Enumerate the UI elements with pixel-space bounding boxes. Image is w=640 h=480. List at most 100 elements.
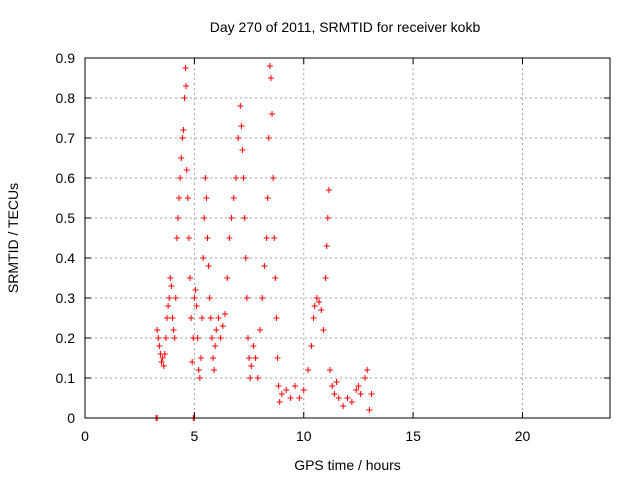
- y-axis-label: SRMTID / TECUs: [5, 183, 21, 293]
- data-point: [310, 315, 317, 321]
- data-point: [265, 135, 272, 141]
- data-point: [194, 335, 201, 341]
- data-point: [340, 403, 347, 409]
- data-point: [292, 383, 298, 389]
- data-point: [201, 215, 208, 221]
- data-point: [240, 175, 247, 181]
- y-tick-label: 0.9: [56, 50, 76, 66]
- data-point: [196, 375, 203, 381]
- data-point: [325, 187, 332, 193]
- data-point: [235, 135, 242, 141]
- data-point: [320, 327, 327, 333]
- data-point: [316, 299, 323, 305]
- data-point: [275, 383, 282, 389]
- x-tick-label: 5: [190, 428, 198, 444]
- data-point: [327, 367, 333, 373]
- data-point: [344, 395, 351, 401]
- data-point: [257, 327, 263, 333]
- data-point: [226, 235, 233, 241]
- data-point: [202, 175, 209, 181]
- axis-ticks: 0 0.1 0.2 0.3 0.4 0.5 0.6 0.7 0.8 0.9 0 5 10 15 20: [56, 50, 610, 444]
- data-point: [272, 275, 279, 281]
- data-point: [200, 255, 207, 261]
- data-point: [329, 383, 336, 389]
- data-point: [170, 327, 177, 333]
- data-point: [353, 387, 360, 393]
- data-point: [167, 275, 174, 281]
- data-point: [348, 399, 355, 405]
- data-point: [193, 303, 200, 309]
- data-point: [166, 295, 173, 301]
- x-tick-label: 10: [296, 428, 312, 444]
- data-point: [278, 391, 285, 397]
- data-point: [208, 335, 215, 341]
- y-tick-label: 0.2: [56, 330, 76, 346]
- y-tick-label: 0.1: [56, 370, 76, 386]
- data-point: [184, 195, 191, 201]
- data-point: [237, 103, 244, 109]
- grid: [85, 58, 610, 418]
- plot-frame: [84, 57, 611, 419]
- data-point: [274, 355, 281, 361]
- data-point: [189, 359, 196, 365]
- data-point: [238, 123, 245, 129]
- data-point: [313, 295, 320, 301]
- data-point: [160, 363, 167, 369]
- data-point: [180, 127, 187, 133]
- data-point: [364, 367, 371, 373]
- data-point: [169, 315, 176, 321]
- data-point: [248, 363, 255, 369]
- y-tick-label: 0.8: [56, 90, 76, 106]
- data-point: [305, 367, 312, 373]
- data-point: [264, 195, 271, 201]
- data-point: [355, 383, 362, 389]
- chart-title: Day 270 of 2011, SRMTID for receiver kok…: [210, 19, 481, 35]
- data-point: [263, 235, 270, 241]
- data-point: [331, 391, 338, 397]
- data-point: [232, 175, 239, 181]
- data-point: [161, 351, 168, 357]
- data-point: [333, 379, 340, 385]
- data-point: [213, 327, 220, 333]
- data-point: [250, 343, 257, 349]
- data-point: [155, 335, 162, 341]
- data-point: [209, 355, 216, 361]
- data-point: [207, 315, 214, 321]
- y-tick-label: 0: [67, 410, 75, 426]
- data-point: [247, 375, 254, 381]
- y-tick-label: 0.6: [56, 170, 76, 186]
- data-point: [212, 343, 219, 349]
- data-point: [335, 395, 342, 401]
- data-point: [174, 215, 181, 221]
- data-point: [270, 175, 277, 181]
- data-point: [276, 399, 283, 405]
- data-point: [154, 327, 161, 333]
- data-point: [246, 355, 253, 361]
- data-point: [222, 311, 228, 317]
- data-point: [173, 235, 180, 241]
- x-axis-label: GPS time / hours: [294, 457, 401, 473]
- data-point: [283, 387, 290, 393]
- data-point: [254, 375, 261, 381]
- data-point: [357, 391, 364, 397]
- data-point: [187, 275, 193, 281]
- data-point: [241, 215, 248, 221]
- data-point: [368, 391, 375, 397]
- data-point: [273, 315, 280, 321]
- data-point: [311, 303, 318, 309]
- data-point: [324, 215, 331, 221]
- data-point: [296, 395, 303, 401]
- data-point: [308, 343, 315, 349]
- data-point: [243, 295, 250, 301]
- data-point: [300, 387, 307, 393]
- data-point: [176, 195, 183, 201]
- data-point: [158, 359, 165, 365]
- data-point: [171, 335, 178, 341]
- data-point: [179, 135, 186, 141]
- data-point: [204, 235, 211, 241]
- data-point: [206, 295, 213, 301]
- x-tick-label: 20: [515, 428, 531, 444]
- data-point: [318, 307, 325, 313]
- data-point: [185, 235, 192, 241]
- data-point: [242, 255, 249, 261]
